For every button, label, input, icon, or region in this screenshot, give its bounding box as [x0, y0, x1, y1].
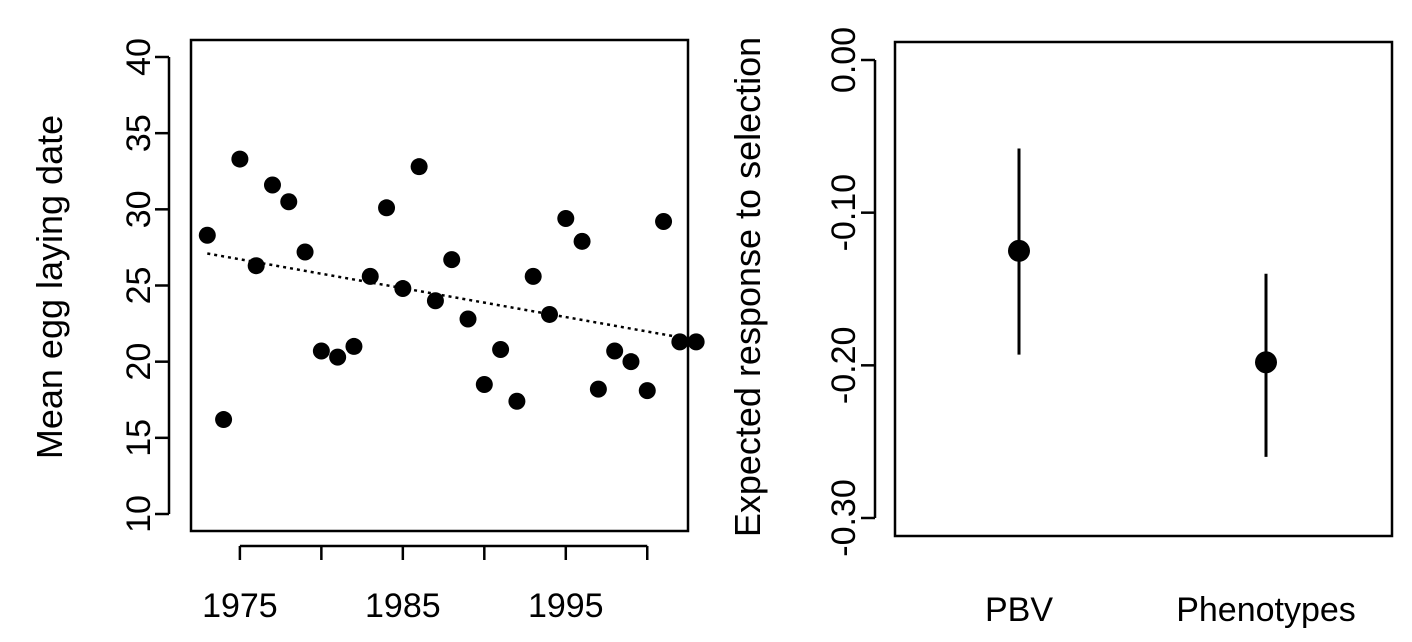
left-y-axis: 10 15 20 25 30 35 40	[120, 38, 171, 533]
left-x-axis: 1975 1985 1995	[202, 544, 649, 625]
right-x-axis: PBV Phenotypes	[985, 591, 1356, 629]
data-point	[263, 176, 281, 194]
trend-line	[207, 252, 681, 339]
right-y-axis: 0.00 -0.10 -0.20 -0.30	[825, 27, 877, 557]
data-point	[606, 342, 624, 360]
data-point	[557, 209, 575, 227]
data-point	[215, 411, 233, 429]
left-x-tick-label: 1975	[202, 587, 278, 625]
right-plot-frame	[893, 40, 1394, 538]
right-y-axis-label: Expected response to selection	[727, 37, 768, 537]
right-x-tick-label: Phenotypes	[1176, 591, 1356, 629]
left-plot-frame	[189, 38, 690, 533]
data-point	[655, 213, 673, 231]
data-point	[247, 257, 265, 275]
left-x-tick-label: 1995	[528, 587, 604, 625]
left-x-tick-label: 1985	[365, 587, 441, 625]
data-point	[589, 380, 607, 398]
estimate-point	[1008, 239, 1030, 262]
data-point	[280, 193, 298, 211]
data-point	[492, 340, 510, 358]
data-point	[687, 333, 705, 351]
left-y-tick-label: 35	[120, 114, 158, 152]
right-y-tick-label: 0.00	[825, 27, 863, 93]
data-point	[573, 232, 591, 250]
data-point	[459, 310, 477, 328]
data-point	[231, 150, 249, 168]
data-point	[410, 158, 428, 176]
left-y-axis-label: Mean egg laying date	[29, 115, 70, 459]
right-y-tick-label: -0.20	[825, 327, 863, 405]
data-point	[361, 267, 379, 285]
left-y-tick-label: 10	[120, 495, 158, 533]
left-panel: 10 15 20 25 30 35 40 1975 1985 1995 Mean egg lay…	[29, 38, 705, 625]
data-point	[312, 342, 330, 360]
data-point	[198, 226, 216, 244]
left-y-tick-label: 20	[120, 343, 158, 381]
left-y-tick-label: 40	[120, 38, 158, 76]
left-y-tick-label: 30	[120, 190, 158, 228]
data-point	[508, 392, 526, 410]
left-y-tick-label: 25	[120, 267, 158, 305]
right-y-tick-label: -0.10	[825, 174, 863, 252]
data-point	[378, 199, 396, 217]
data-point	[394, 280, 412, 298]
data-point	[443, 251, 461, 269]
data-point	[475, 376, 493, 394]
data-point	[524, 267, 542, 285]
data-point	[540, 305, 558, 323]
data-point	[638, 382, 656, 400]
right-panel: 0.00 -0.10 -0.20 -0.30 PBV Phenotypes Expect…	[727, 27, 1394, 629]
right-x-tick-label: PBV	[985, 591, 1053, 629]
data-point	[329, 348, 347, 366]
data-point	[426, 292, 444, 310]
scatter-points	[198, 150, 705, 429]
data-point	[296, 243, 314, 261]
estimates	[1008, 148, 1277, 457]
right-y-tick-label: -0.30	[825, 479, 863, 557]
estimate-point	[1255, 351, 1277, 374]
data-point	[345, 337, 363, 355]
left-y-tick-label: 15	[120, 419, 158, 457]
data-point	[622, 353, 640, 371]
data-point	[671, 333, 689, 351]
